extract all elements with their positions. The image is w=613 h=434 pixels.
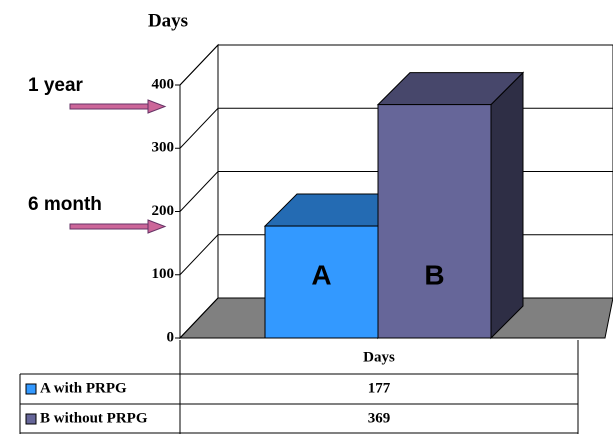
- y-tick-label: 0: [167, 329, 175, 345]
- y-tick-label: 100: [152, 266, 175, 282]
- y-tick-label: 300: [152, 140, 175, 156]
- bar-side: [490, 71, 524, 340]
- legend-label: B without PRPG: [40, 410, 148, 426]
- bar-label: A: [311, 259, 331, 290]
- chart-title: Days: [148, 10, 188, 31]
- table-value: 369: [368, 410, 391, 426]
- table-header: Days: [363, 349, 395, 365]
- grid-line: [179, 44, 613, 86]
- legend-swatch: [25, 383, 37, 395]
- y-tick-label: 200: [152, 203, 175, 219]
- arrow: [69, 219, 167, 234]
- data-table: [19, 340, 579, 434]
- annotation: 1 year: [28, 75, 84, 96]
- arrow: [69, 99, 167, 114]
- annotation: 6 month: [28, 194, 102, 215]
- bar-label: B: [424, 259, 444, 290]
- legend-label: A with PRPG: [40, 380, 127, 396]
- y-tick-label: 400: [152, 76, 175, 92]
- bar: [377, 104, 492, 339]
- legend-swatch: [25, 413, 37, 425]
- table-value: 177: [368, 380, 391, 396]
- bar: [264, 225, 379, 339]
